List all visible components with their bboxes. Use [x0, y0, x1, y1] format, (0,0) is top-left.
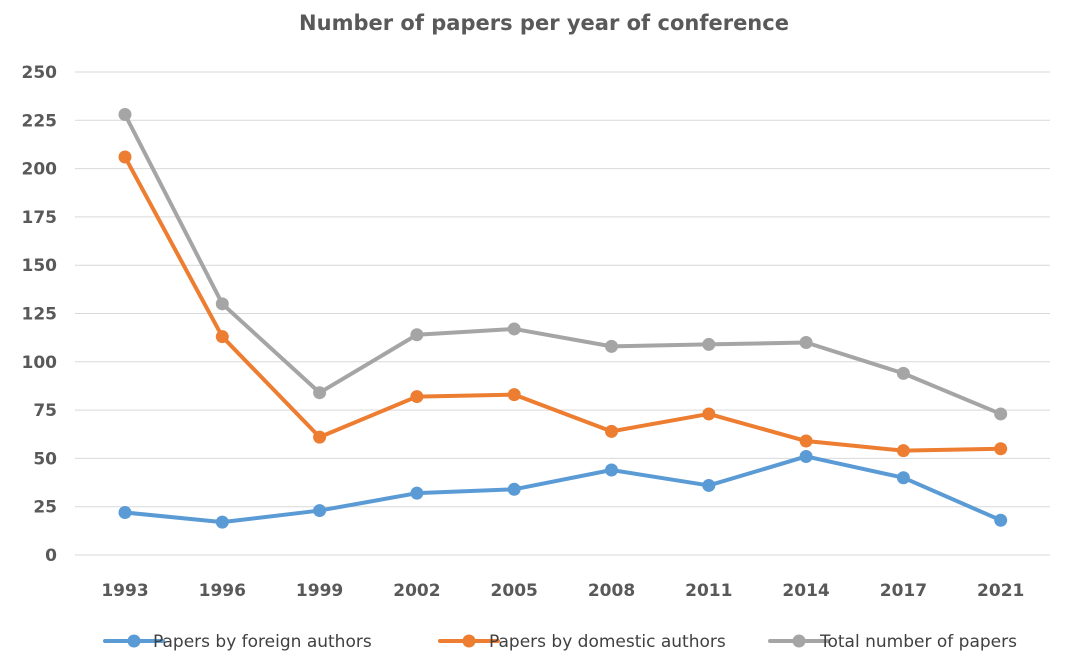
data-point [994, 407, 1008, 421]
legend-item: Total number of papers [768, 632, 1017, 652]
legend-label: Papers by foreign authors [153, 632, 372, 652]
data-point [896, 444, 910, 458]
x-tick-label: 1996 [199, 581, 246, 601]
y-tick-label: 200 [22, 160, 58, 180]
series-line [123, 155, 1003, 453]
legend-marker [792, 634, 806, 648]
data-point [410, 328, 424, 342]
legend-item: Papers by foreign authors [103, 632, 372, 652]
y-tick-label: 250 [22, 63, 58, 83]
series-line [123, 112, 1003, 416]
series-2 [118, 150, 1008, 458]
y-tick-label: 225 [22, 111, 58, 131]
data-point [215, 297, 229, 311]
series-line [123, 454, 1003, 525]
data-point [799, 434, 813, 448]
x-tick-label: 2011 [685, 581, 732, 601]
x-tick-label: 2017 [880, 581, 927, 601]
legend-marker [462, 634, 476, 648]
y-tick-label: 50 [33, 449, 57, 469]
x-tick-label: 2021 [977, 581, 1024, 601]
y-tick-label: 150 [22, 256, 58, 276]
y-axis-tick-labels: 0 25 50 75 100 125 150 175 200 225 250 [22, 63, 58, 566]
data-point [605, 463, 618, 477]
x-tick-label: 2008 [588, 581, 635, 601]
data-point [215, 515, 229, 529]
data-point [896, 471, 910, 485]
y-tick-label: 25 [33, 498, 57, 518]
data-point [799, 449, 813, 463]
data-point [313, 504, 327, 518]
x-tick-label: 1993 [101, 581, 148, 601]
legend-item: Papers by domestic authors [438, 632, 726, 652]
y-tick-label: 0 [45, 546, 57, 566]
x-tick-label: 2014 [782, 581, 829, 601]
series-3 [118, 108, 1008, 421]
data-point [118, 505, 132, 519]
x-tick-label: 2005 [491, 581, 538, 601]
data-point [994, 442, 1008, 456]
data-point [702, 407, 716, 421]
x-axis-tick-labels: 1993 1996 1999 2002 2005 2008 2011 2014 2017 2021 [101, 581, 1024, 601]
legend-marker [127, 634, 141, 648]
data-point [799, 335, 813, 349]
data-point [507, 482, 521, 496]
x-tick-label: 2002 [393, 581, 440, 601]
legend-label: Total number of papers [819, 632, 1017, 652]
legend-label: Papers by domestic authors [489, 632, 726, 652]
data-point [994, 513, 1008, 527]
data-point [118, 150, 132, 164]
x-tick-label: 1999 [296, 581, 343, 601]
data-point [702, 337, 716, 351]
y-tick-label: 125 [22, 305, 58, 325]
data-point [605, 424, 618, 438]
data-point [702, 478, 716, 492]
data-point [118, 108, 132, 122]
chart-title: Number of papers per year of conference [299, 11, 789, 35]
y-tick-label: 75 [33, 401, 57, 421]
data-point [313, 430, 327, 444]
data-point [410, 486, 424, 500]
y-tick-label: 100 [22, 353, 58, 373]
data-point [410, 390, 424, 404]
data-point [507, 388, 521, 402]
data-point [507, 322, 521, 336]
data-point [896, 366, 910, 380]
series-1 [118, 449, 1008, 529]
data-point [605, 339, 618, 353]
legend: Papers by foreign authors Papers by domes… [103, 632, 1017, 652]
data-point [215, 330, 229, 344]
gridlines [75, 71, 1050, 556]
y-tick-label: 175 [22, 208, 58, 228]
data-point [313, 386, 327, 400]
series-lines [118, 108, 1008, 529]
